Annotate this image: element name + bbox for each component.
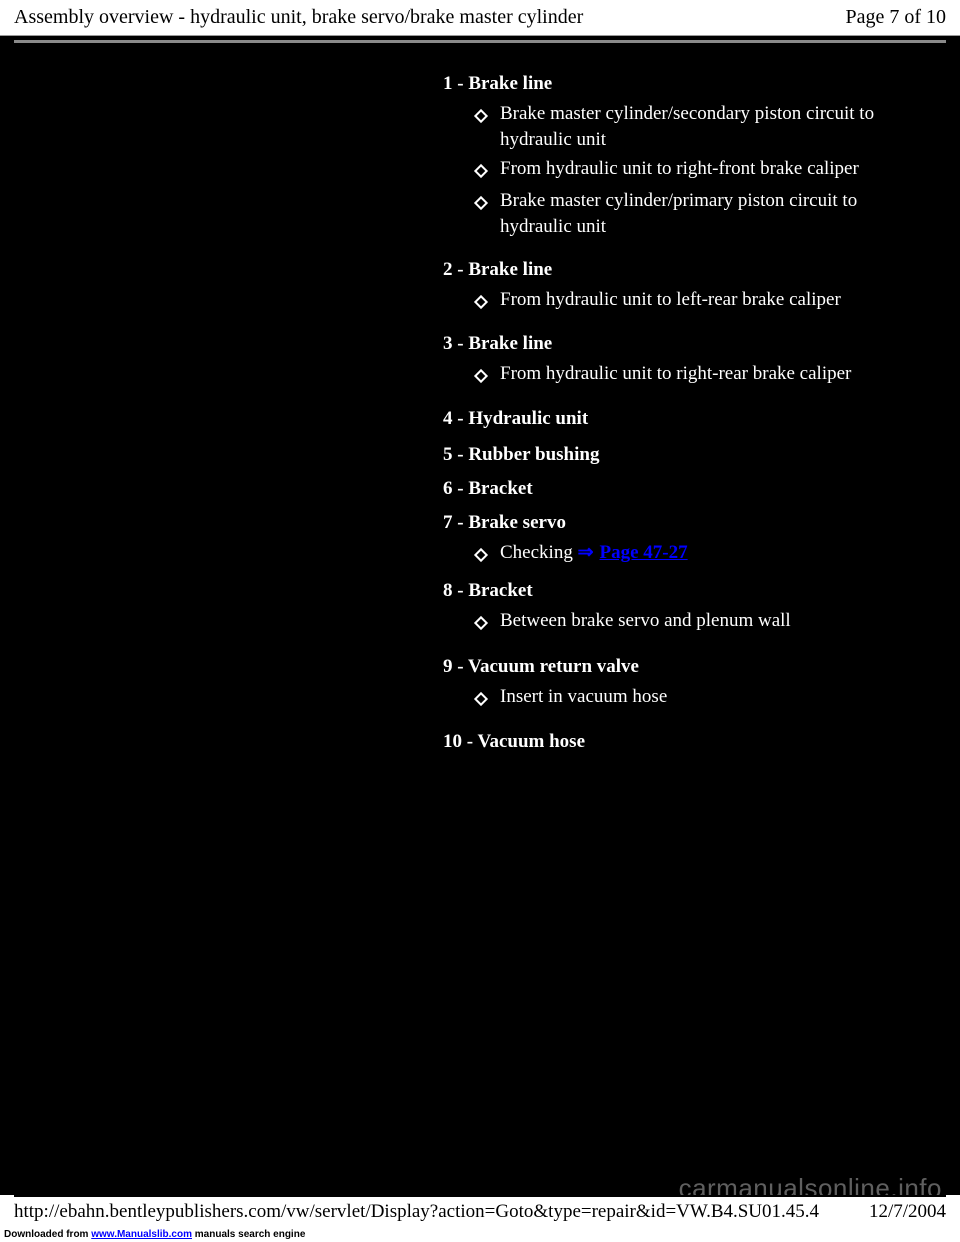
item-5-label: 5 - Rubber bushing [443,444,930,466]
item-8-name: Bracket [468,580,532,601]
footer-date: 12/7/2004 [869,1201,946,1223]
content-area: 1 - Brake line Brake master cylinder/sec… [0,43,960,1195]
item-1-number: 1 [443,73,453,94]
page-link-47-27[interactable]: Page 47-27 [600,542,688,563]
item-4-name: Hydraulic unit [468,408,588,429]
item-1-bullet-2-text: Brake master cylinder/primary piston cir… [500,188,930,239]
item-3-bullet-0-text: From hydraulic unit to right-rear brake … [500,361,851,387]
item-7-link-prefix: Checking [500,542,578,563]
diamond-icon [476,190,486,216]
item-1-bullet-1-text: From hydraulic unit to right-front brake… [500,156,859,182]
item-4-number: 4 [443,408,453,429]
footer-url: http://ebahn.bentleypublishers.com/vw/se… [14,1201,819,1223]
item-5-name: Rubber bushing [468,444,599,465]
item-3-bullet-0: From hydraulic unit to right-rear brake … [476,361,930,389]
diamond-icon [476,289,486,315]
item-7-link-row: Checking ⇒ Page 47-27 [476,540,930,568]
item-6-number: 6 [443,478,453,499]
item-3-label: 3 - Brake line [443,333,930,355]
item-2: 2 - Brake line From hydraulic unit to le… [443,259,930,315]
item-1-bullet-1: From hydraulic unit to right-front brake… [476,156,930,184]
page-container: Assembly overview - hydraulic unit, brak… [0,0,960,1242]
download-prefix: Downloaded from [4,1229,91,1240]
item-4: 4 - Hydraulic unit [443,408,930,430]
item-10: 10 - Vacuum hose [443,731,930,753]
item-10-name: Vacuum hose [477,731,585,752]
item-1: 1 - Brake line Brake master cylinder/sec… [443,73,930,239]
item-7-name: Brake servo [468,512,566,533]
item-5-number: 5 [443,444,453,465]
header-title: Assembly overview - hydraulic unit, brak… [14,6,583,29]
page-footer: http://ebahn.bentleypublishers.com/vw/se… [0,1195,960,1242]
page-header: Assembly overview - hydraulic unit, brak… [0,0,960,36]
item-7: 7 - Brake servo Checking ⇒ Page 47-27 [443,512,930,568]
diamond-icon [476,103,486,129]
download-suffix: manuals search engine [192,1229,305,1240]
item-8-bullet-0-text: Between brake servo and plenum wall [500,608,791,634]
item-6-label: 6 - Bracket [443,478,930,500]
diamond-icon [476,363,486,389]
item-9-bullet-0-text: Insert in vacuum hose [500,684,667,710]
item-8: 8 - Bracket Between brake servo and plen… [443,580,930,636]
item-2-bullet-0: From hydraulic unit to left-rear brake c… [476,287,930,315]
item-9-name: Vacuum return valve [468,656,639,677]
right-column: 1 - Brake line Brake master cylinder/sec… [443,73,930,773]
item-1-name: Brake line [468,73,552,94]
item-1-bullet-0: Brake master cylinder/secondary piston c… [476,101,930,152]
item-1-bullet-0-text: Brake master cylinder/secondary piston c… [500,101,930,152]
item-1-label: 1 - Brake line [443,73,930,95]
item-10-label: 10 - Vacuum hose [443,731,930,753]
item-3-number: 3 [443,333,453,354]
item-7-label: 7 - Brake servo [443,512,930,534]
item-7-number: 7 [443,512,453,533]
item-8-label: 8 - Bracket [443,580,930,602]
item-9-bullet-0: Insert in vacuum hose [476,684,930,712]
item-5: 5 - Rubber bushing [443,444,930,466]
item-2-bullet-0-text: From hydraulic unit to left-rear brake c… [500,287,841,313]
item-2-label: 2 - Brake line [443,259,930,281]
arrow-icon: ⇒ [578,542,594,563]
diamond-icon [476,542,486,568]
page-indicator: Page 7 of 10 [845,6,946,29]
item-3: 3 - Brake line From hydraulic unit to ri… [443,333,930,389]
item-3-name: Brake line [468,333,552,354]
item-6: 6 - Bracket [443,478,930,500]
diamond-icon [476,610,486,636]
download-bar: Downloaded from www.Manualslib.com manua… [0,1227,960,1242]
item-9: 9 - Vacuum return valve Insert in vacuum… [443,656,930,712]
manualslib-link[interactable]: www.Manualslib.com [91,1229,192,1240]
item-8-bullet-0: Between brake servo and plenum wall [476,608,930,636]
item-8-number: 8 [443,580,453,601]
item-9-label: 9 - Vacuum return valve [443,656,930,678]
item-2-number: 2 [443,259,453,280]
diamond-icon [476,158,486,184]
item-2-name: Brake line [468,259,552,280]
item-6-name: Bracket [468,478,532,499]
footer-content: http://ebahn.bentleypublishers.com/vw/se… [0,1197,960,1227]
item-7-link-wrap: Checking ⇒ Page 47-27 [500,540,688,566]
item-4-label: 4 - Hydraulic unit [443,408,930,430]
item-9-number: 9 [443,656,453,677]
item-1-bullet-2: Brake master cylinder/primary piston cir… [476,188,930,239]
diamond-icon [476,686,486,712]
item-10-number: 10 [443,731,462,752]
